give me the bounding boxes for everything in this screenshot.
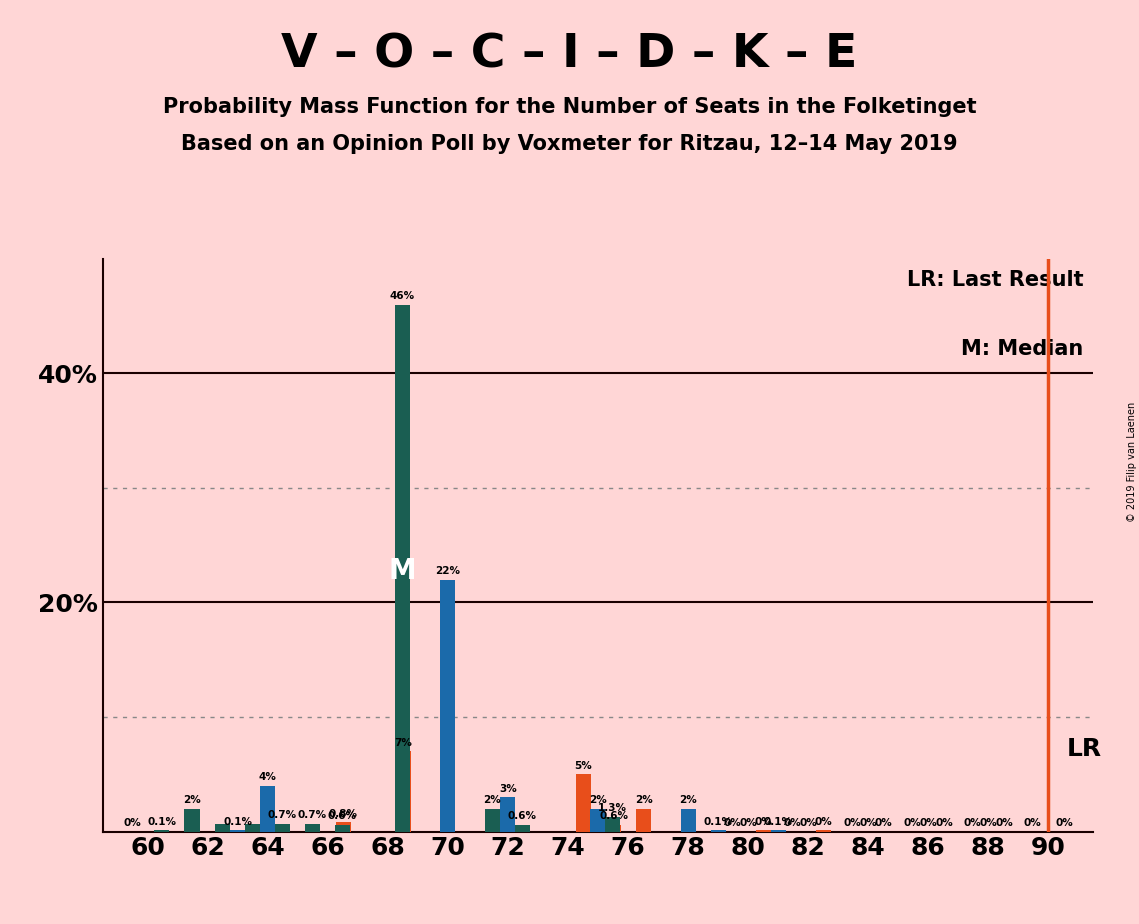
Text: © 2019 Filip van Laenen: © 2019 Filip van Laenen bbox=[1126, 402, 1137, 522]
Bar bbox=[605, 817, 620, 832]
Text: 0.1%: 0.1% bbox=[704, 817, 732, 827]
Text: V – O – C – I – D – K – E: V – O – C – I – D – K – E bbox=[281, 32, 858, 78]
Text: 0%: 0% bbox=[1055, 818, 1073, 828]
Text: LR: LR bbox=[1066, 737, 1101, 761]
Text: 0%: 0% bbox=[784, 818, 802, 828]
Bar bbox=[245, 823, 260, 832]
Bar bbox=[230, 831, 245, 832]
Text: 0.8%: 0.8% bbox=[329, 809, 358, 819]
Text: 0%: 0% bbox=[980, 818, 998, 828]
Text: 5%: 5% bbox=[575, 760, 592, 771]
Text: Based on an Opinion Poll by Voxmeter for Ritzau, 12–14 May 2019: Based on an Opinion Poll by Voxmeter for… bbox=[181, 134, 958, 154]
Bar bbox=[756, 831, 771, 832]
Text: 7%: 7% bbox=[394, 738, 412, 748]
Bar bbox=[771, 831, 786, 832]
Text: 0%: 0% bbox=[755, 817, 772, 827]
Bar bbox=[155, 831, 170, 832]
Text: LR: Last Result: LR: Last Result bbox=[907, 270, 1083, 290]
Bar bbox=[576, 774, 591, 832]
Text: 0%: 0% bbox=[800, 818, 817, 828]
Bar bbox=[636, 808, 652, 832]
Text: 0%: 0% bbox=[935, 818, 953, 828]
Text: 0.1%: 0.1% bbox=[147, 817, 177, 827]
Text: 0.6%: 0.6% bbox=[508, 811, 536, 821]
Text: 46%: 46% bbox=[390, 291, 415, 301]
Text: 2%: 2% bbox=[183, 796, 200, 805]
Text: 0.1%: 0.1% bbox=[223, 817, 252, 827]
Bar bbox=[214, 823, 230, 832]
Text: M: M bbox=[388, 557, 416, 585]
Bar bbox=[500, 797, 515, 832]
Text: 3%: 3% bbox=[499, 784, 517, 794]
Bar bbox=[336, 822, 351, 832]
Bar bbox=[260, 785, 276, 832]
Text: 0.6%: 0.6% bbox=[328, 811, 357, 821]
Text: 2%: 2% bbox=[589, 796, 607, 805]
Bar bbox=[485, 808, 500, 832]
Text: 0%: 0% bbox=[844, 818, 861, 828]
Text: 0%: 0% bbox=[875, 818, 893, 828]
Text: 0%: 0% bbox=[723, 818, 741, 828]
Text: 2%: 2% bbox=[679, 796, 697, 805]
Text: 1.3%: 1.3% bbox=[598, 803, 626, 813]
Text: 0.1%: 0.1% bbox=[763, 817, 793, 827]
Text: M: Median: M: Median bbox=[961, 339, 1083, 359]
Bar bbox=[515, 825, 530, 832]
Text: Probability Mass Function for the Number of Seats in the Folketinget: Probability Mass Function for the Number… bbox=[163, 97, 976, 117]
Bar bbox=[396, 751, 411, 832]
Text: 0%: 0% bbox=[1024, 818, 1042, 828]
Text: 0.6%: 0.6% bbox=[599, 811, 628, 821]
Text: 4%: 4% bbox=[259, 772, 277, 783]
Text: 0%: 0% bbox=[814, 817, 833, 827]
Bar bbox=[711, 831, 726, 832]
Text: 0%: 0% bbox=[123, 818, 141, 828]
Bar bbox=[606, 825, 621, 832]
Text: 0%: 0% bbox=[903, 818, 921, 828]
Text: 2%: 2% bbox=[634, 796, 653, 805]
Bar bbox=[395, 305, 410, 832]
Text: 22%: 22% bbox=[435, 566, 460, 576]
Bar bbox=[304, 823, 320, 832]
Bar bbox=[274, 823, 289, 832]
Text: 0%: 0% bbox=[859, 818, 877, 828]
Text: 0%: 0% bbox=[739, 818, 757, 828]
Text: 2%: 2% bbox=[483, 796, 501, 805]
Text: 0.7%: 0.7% bbox=[297, 810, 327, 821]
Bar bbox=[185, 808, 199, 832]
Bar bbox=[335, 825, 350, 832]
Bar bbox=[441, 579, 456, 832]
Bar bbox=[680, 808, 696, 832]
Text: 0.7%: 0.7% bbox=[268, 810, 296, 821]
Bar bbox=[817, 831, 831, 832]
Text: 0%: 0% bbox=[995, 818, 1013, 828]
Text: 0%: 0% bbox=[964, 818, 982, 828]
Bar bbox=[590, 808, 606, 832]
Text: 0%: 0% bbox=[919, 818, 937, 828]
